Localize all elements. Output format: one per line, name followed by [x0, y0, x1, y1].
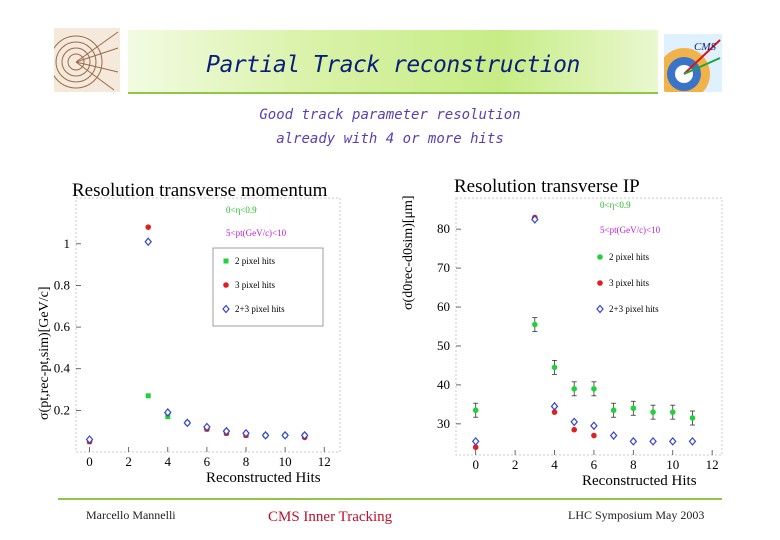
data-point — [571, 386, 578, 392]
data-point — [629, 436, 638, 446]
data-point — [222, 426, 231, 436]
detector-logo-left — [49, 28, 120, 92]
data-point — [668, 436, 677, 446]
x-tick-label: 2 — [125, 454, 131, 469]
footer-author: Marcello Mannelli — [86, 508, 176, 522]
ip-chart-ylabel: σ(d0rec-d0sim)[μm] — [401, 195, 416, 310]
legend-marker — [223, 282, 229, 288]
legend-marker — [222, 304, 230, 314]
data-point — [630, 405, 637, 412]
data-point — [551, 364, 558, 371]
data-point — [609, 431, 618, 440]
x-tick-label: 12 — [318, 454, 331, 469]
data-point — [591, 386, 597, 392]
footer-talk-title: CMS Inner Tracking — [268, 509, 393, 525]
pt-cut-pt: 5<pt(GeV/c)<10 — [226, 228, 287, 238]
data-point — [85, 435, 94, 444]
x-tick-label: 0 — [86, 454, 93, 469]
ip-cut-eta: 0<η<0.9 — [600, 200, 631, 210]
legend-marker — [596, 304, 604, 314]
x-tick-label: 8 — [243, 454, 250, 469]
legend-label: 2 pixel hits — [235, 256, 275, 266]
data-point — [261, 430, 270, 440]
data-point — [570, 417, 579, 427]
y-tick-label: 30 — [437, 416, 450, 431]
page-title: Partial Track reconstruction — [206, 52, 580, 78]
data-point — [551, 409, 558, 415]
legend-label: 2+3 pixel hits — [235, 304, 285, 314]
data-point — [669, 409, 676, 415]
cms-event-logo-right: CMS — [658, 34, 722, 100]
legend-marker — [223, 258, 229, 264]
legend-label: 2 pixel hits — [609, 252, 649, 262]
data-point — [472, 444, 479, 451]
plot-frame — [75, 197, 341, 453]
pt-chart-title: Resolution transverse momentum — [72, 180, 328, 201]
y-tick-label: 0.8 — [54, 277, 70, 292]
legend-label: 3 pixel hits — [235, 280, 275, 290]
legend-label: 3 pixel hits — [609, 278, 649, 288]
ip-cut-pt: 5<pt(GeV/c)<10 — [600, 225, 661, 235]
x-tick-label: 10 — [666, 457, 679, 472]
data-point — [145, 224, 152, 230]
legend-label: 2+3 pixel hits — [609, 304, 659, 314]
data-point — [650, 409, 656, 415]
data-point — [471, 436, 480, 446]
pt-resolution-chart: Resolution transverse momentum σ(pt,rec-… — [28, 170, 380, 488]
ip-chart-title: Resolution transverse IP — [454, 176, 640, 197]
x-tick-label: 0 — [472, 457, 479, 472]
data-point — [472, 407, 479, 414]
y-tick-label: 0.6 — [54, 319, 71, 334]
footer-divider — [58, 498, 722, 500]
title-banner — [128, 30, 658, 94]
y-tick-label: 1 — [64, 236, 71, 251]
data-point — [649, 436, 657, 446]
pt-legend-box — [212, 247, 324, 327]
footer-venue: LHC Symposium May 2003 — [568, 508, 705, 522]
x-tick-label: 4 — [551, 457, 558, 472]
subtitle-line-1: Good track parameter resolution — [259, 107, 521, 123]
ip-chart-xlabel: Reconstructed Hits — [582, 473, 697, 489]
x-tick-label: 6 — [591, 457, 598, 472]
data-point — [163, 408, 172, 417]
y-tick-label: 80 — [437, 221, 450, 236]
data-point — [689, 415, 696, 421]
x-tick-label: 12 — [706, 457, 719, 472]
data-point — [550, 401, 559, 411]
y-tick-label: 50 — [437, 338, 450, 353]
data-point — [688, 436, 697, 446]
x-tick-label: 2 — [512, 457, 518, 472]
pt-chart-xlabel: Reconstructed Hits — [206, 470, 321, 486]
data-point — [145, 393, 151, 399]
data-point — [590, 421, 598, 431]
data-point — [591, 432, 597, 439]
data-point — [532, 321, 538, 328]
y-tick-label: 0.4 — [54, 361, 71, 376]
data-point — [203, 422, 211, 432]
data-point — [610, 407, 617, 414]
plot-frame — [455, 197, 723, 456]
pt-cut-eta: 0<η<0.9 — [226, 205, 257, 215]
x-tick-label: 4 — [165, 454, 172, 469]
x-tick-label: 10 — [279, 454, 292, 469]
data-point — [300, 430, 309, 440]
legend-marker — [597, 254, 603, 260]
data-point — [242, 428, 250, 438]
legend-marker — [597, 280, 603, 286]
y-tick-label: 40 — [437, 377, 450, 392]
data-point — [183, 418, 192, 428]
data-point — [144, 237, 153, 247]
x-tick-label: 8 — [630, 457, 637, 472]
svg-text:CMS: CMS — [694, 41, 717, 53]
y-tick-label: 0.2 — [54, 402, 70, 417]
pt-chart-ylabel: σ(pt,rec-pt,sim)[GeV/c] — [37, 287, 52, 421]
data-point — [571, 426, 578, 433]
y-tick-label: 70 — [437, 260, 450, 275]
subtitle-line-2: already with 4 or more hits — [276, 131, 504, 147]
ip-resolution-chart: Resolution transverse IP σ(d0rec-d0sim)[… — [392, 170, 734, 492]
data-point — [281, 430, 289, 440]
data-point — [531, 214, 539, 224]
y-tick-label: 60 — [437, 299, 450, 314]
x-tick-label: 6 — [204, 454, 211, 469]
